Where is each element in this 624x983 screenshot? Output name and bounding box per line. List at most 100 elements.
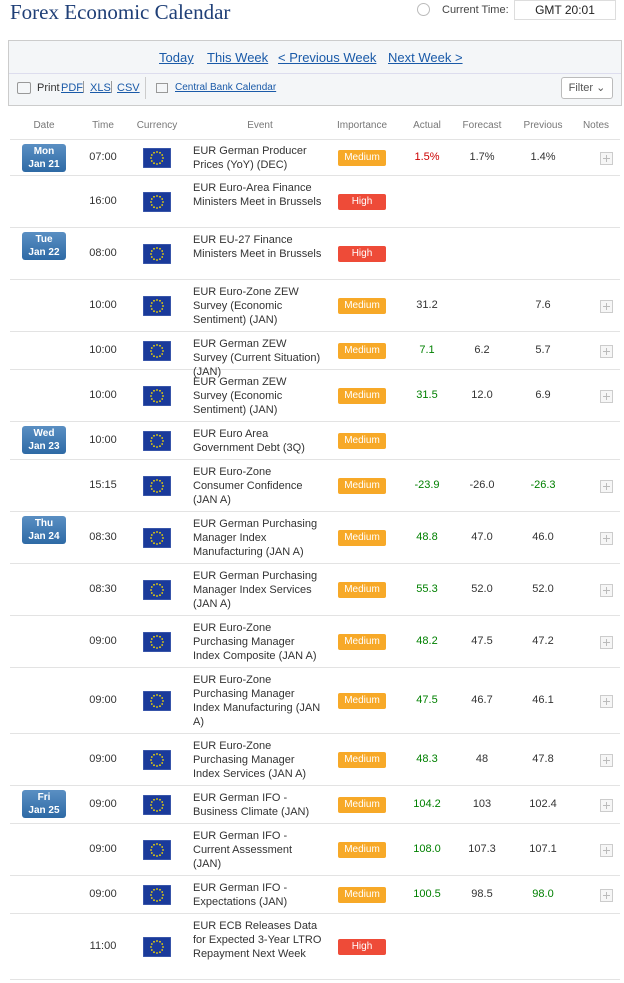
event-row: Fri Jan 25 09:00 EUR German IFO - Business … — [10, 786, 620, 824]
column-header: Time — [92, 120, 114, 131]
xls-link[interactable]: XLS — [90, 82, 111, 94]
nav-link[interactable]: This Week — [207, 50, 269, 65]
notes-button[interactable] — [600, 844, 613, 857]
importance: Medium — [338, 150, 386, 166]
time: 09:00 — [89, 753, 117, 765]
eu-flag — [142, 385, 172, 407]
event-name: EUR Euro-Zone Purchasing Manager Index C… — [193, 622, 317, 662]
currency — [142, 794, 172, 816]
importance: Medium — [338, 887, 386, 903]
previous: 5.7 — [535, 344, 551, 356]
notes-button[interactable] — [600, 584, 613, 597]
notes-button[interactable] — [600, 754, 613, 767]
notes-button[interactable] — [600, 480, 613, 493]
nav-link[interactable]: Next Week > — [388, 50, 463, 65]
importance: Medium — [338, 478, 386, 494]
column-header: Forecast — [462, 120, 502, 131]
event-row: Thu Jan 24 08:30 EUR German Purchasing Mana… — [10, 512, 620, 564]
notes-button[interactable] — [600, 799, 613, 812]
notes-button[interactable] — [600, 532, 613, 545]
actual: 31.2 — [416, 299, 438, 311]
event-row: 09:00 EUR Euro-Zone Purchasing Manager In… — [10, 668, 620, 734]
importance: High — [338, 939, 386, 955]
time-value[interactable]: GMT 20:01 — [514, 0, 616, 20]
event-row: 09:00 EUR German IFO - Expectations (JAN)… — [10, 876, 620, 914]
time: 10:00 — [89, 299, 117, 311]
column-header: Actual — [413, 120, 441, 131]
currency — [142, 340, 172, 362]
forecast: -26.0 — [469, 479, 495, 491]
notes-button[interactable] — [600, 345, 613, 358]
clock-icon — [417, 3, 430, 16]
date-badge: Thu Jan 24 — [22, 516, 66, 544]
pdf-link[interactable]: PDF — [61, 82, 83, 94]
forecast: 47.5 — [471, 635, 493, 647]
divider — [145, 77, 146, 99]
previous: 7.6 — [535, 299, 551, 311]
time: 09:00 — [89, 888, 117, 900]
eu-flag — [142, 430, 172, 452]
nav-link[interactable]: Today — [159, 50, 194, 65]
importance: Medium — [338, 693, 386, 709]
filter-button[interactable]: Filter ⌄ — [561, 77, 613, 99]
forecast: 103 — [472, 798, 492, 810]
filter-label: Filter — [568, 82, 594, 94]
importance: Medium — [338, 797, 386, 813]
eu-flag — [142, 690, 172, 712]
eu-flag — [142, 936, 172, 958]
actual: 48.8 — [416, 531, 438, 543]
eu-flag — [142, 475, 172, 497]
time-label: Current Time: — [442, 4, 509, 16]
forecast: 98.5 — [471, 888, 493, 900]
eu-flag — [142, 579, 172, 601]
day: Thu — [34, 518, 54, 529]
notes-button[interactable] — [600, 636, 613, 649]
date: Jan 21 — [28, 159, 60, 170]
central-bank-link[interactable]: Central Bank Calendar — [175, 82, 277, 93]
notes-button[interactable] — [600, 695, 613, 708]
previous: 47.8 — [532, 753, 554, 765]
notes-button[interactable] — [600, 152, 613, 165]
actual: 48.2 — [416, 635, 438, 647]
nav-link[interactable]: < Previous Week — [278, 50, 377, 65]
eu-flag — [142, 295, 172, 317]
importance: Medium — [338, 582, 386, 598]
column-header: Notes — [582, 120, 610, 131]
date-badge: Tue Jan 22 — [22, 232, 66, 260]
notes-button[interactable] — [600, 300, 613, 313]
time: 10:00 — [89, 344, 117, 356]
day: Mon — [33, 146, 55, 157]
eu-flag — [142, 243, 172, 265]
date-badge: Wed Jan 23 — [22, 426, 66, 454]
eu-flag — [142, 839, 172, 861]
event-name: EUR ECB Releases Data for Expected 3-Yea… — [193, 920, 322, 960]
forecast: 107.3 — [468, 843, 496, 855]
eu-flag — [142, 884, 172, 906]
event-name: EUR EU-27 Finance Ministers Meet in Brus… — [193, 234, 322, 260]
notes-button[interactable] — [600, 390, 613, 403]
currency — [142, 690, 172, 712]
currency — [142, 936, 172, 958]
time: 09:00 — [89, 843, 117, 855]
event-name: EUR Euro-Zone Purchasing Manager Index M… — [193, 674, 321, 728]
notes-button[interactable] — [600, 889, 613, 902]
importance: Medium — [338, 842, 386, 858]
column-header: Event — [247, 120, 273, 131]
event-row: 11:00 EUR ECB Releases Data for Expected … — [10, 914, 620, 980]
forecast: 48 — [475, 753, 489, 765]
importance: Medium — [338, 433, 386, 449]
time: 10:00 — [89, 434, 117, 446]
divider — [9, 73, 621, 74]
event-name: EUR Euro-Zone Purchasing Manager Index S… — [193, 740, 307, 780]
event-name: EUR German IFO - Business Climate (JAN) — [193, 792, 310, 818]
forecast: 12.0 — [471, 389, 493, 401]
previous: 46.0 — [532, 531, 554, 543]
csv-link[interactable]: CSV — [117, 82, 140, 94]
column-header: Date — [33, 120, 55, 131]
previous: 47.2 — [532, 635, 554, 647]
time: 16:00 — [89, 195, 117, 207]
time: 07:00 — [89, 151, 117, 163]
event-name: EUR German ZEW Survey (Current Situation… — [193, 338, 321, 378]
event-name: EUR German IFO - Expectations (JAN) — [193, 882, 288, 908]
currency — [142, 295, 172, 317]
